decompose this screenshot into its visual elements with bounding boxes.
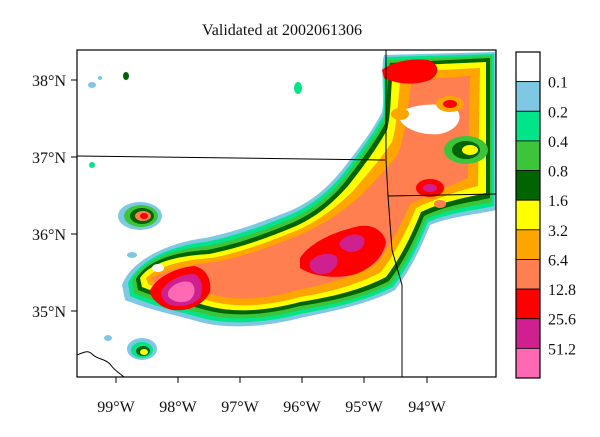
lat-label: 35°N: [32, 304, 66, 321]
lon-label: 98°W: [159, 399, 197, 416]
legend-swatch: [515, 318, 541, 349]
state-boundaries: [77, 50, 496, 377]
legend-swatch: [515, 170, 541, 201]
contour-51.2-b: [309, 254, 338, 275]
lon-label: 95°W: [345, 399, 383, 416]
lat-label: 38°N: [32, 73, 66, 90]
legend-frame: [515, 51, 541, 379]
color-legend: 0.1 0.2 0.4 0.8 1.6 3.2 6.4 12.8 25.6 51.2: [515, 51, 576, 379]
border-missouri-arkansas: [387, 193, 496, 197]
precipitation-field: [88, 52, 496, 360]
legend-swatch: [515, 81, 541, 112]
legend-label: 0.8: [548, 164, 568, 181]
contour-6.4: [146, 68, 480, 306]
lon-label: 96°W: [283, 399, 321, 416]
border-oklahoma-arkansas: [387, 195, 403, 377]
map-frame: [76, 49, 497, 378]
legend-label: 0.4: [548, 134, 568, 151]
legend-label: 1.6: [548, 193, 568, 210]
lat-label: 37°N: [32, 150, 66, 167]
legend-swatch: [515, 347, 541, 379]
legend-swatch: [515, 140, 541, 171]
legend-label: 6.4: [548, 252, 568, 269]
contour-12.8: [152, 76, 470, 299]
legend-label: 25.6: [548, 312, 576, 329]
map-title: Validated at 2002061306: [202, 22, 362, 39]
legend-swatch: [515, 259, 541, 290]
lon-label: 94°W: [408, 399, 446, 416]
legend-swatch: [515, 288, 541, 320]
contour-max: [168, 281, 195, 303]
border-kansas-missouri: [385, 50, 389, 197]
legend-label: 12.8: [548, 282, 576, 299]
northeast-cells: [343, 64, 488, 208]
longitude-axis: 99°W 98°W 97°W 96°W 95°W 94°W: [97, 377, 447, 416]
contour-25.6-c: [382, 59, 438, 84]
legend-label: 51.2: [548, 341, 576, 358]
legend-swatch: [515, 51, 541, 83]
contour-51.2-c: [339, 234, 365, 252]
lon-label: 97°W: [221, 399, 259, 416]
legend-label: 3.2: [548, 223, 568, 240]
legend-label: 0.2: [548, 104, 568, 121]
latitude-axis: 38°N 37°N 36°N 35°N: [32, 73, 77, 321]
lat-label: 36°N: [32, 227, 66, 244]
main-rain-band: [122, 52, 496, 327]
legend-swatch: [515, 229, 541, 260]
legend-swatch: [515, 110, 541, 142]
lon-label: 99°W: [97, 399, 135, 416]
western-cells: [88, 72, 302, 360]
border-kansas-oklahoma: [77, 155, 386, 161]
border-texas-red-river: [77, 351, 125, 377]
legend-label: 0.1: [548, 75, 568, 92]
legend-swatch: [515, 199, 541, 231]
